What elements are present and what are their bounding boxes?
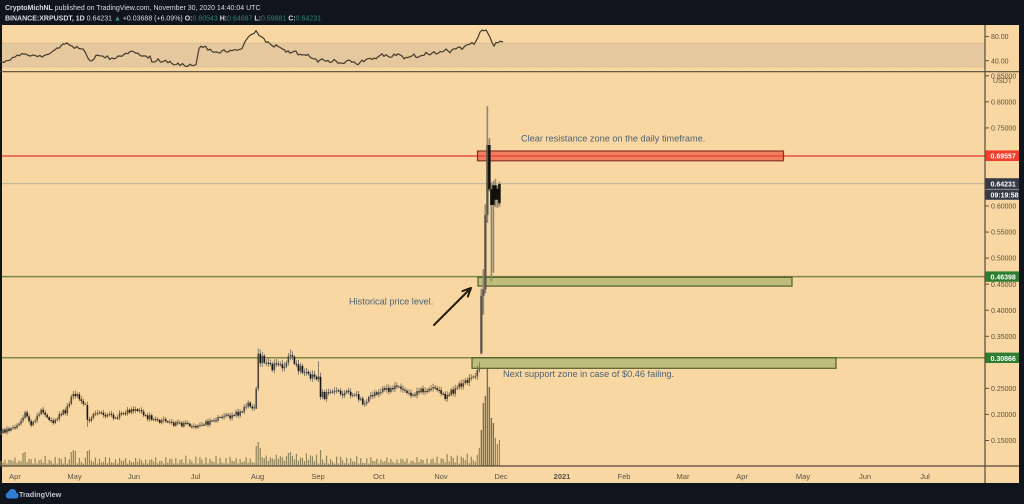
svg-text:0.69557: 0.69557 xyxy=(991,154,1016,161)
svg-text:Clear resistance zone on the d: Clear resistance zone on the daily timef… xyxy=(521,134,705,144)
svg-text:Next support zone in case of $: Next support zone in case of $0.46 faili… xyxy=(503,369,674,379)
svg-text:0.30866: 0.30866 xyxy=(991,356,1016,363)
svg-text:May: May xyxy=(67,472,81,481)
svg-text:40.00: 40.00 xyxy=(991,58,1009,65)
svg-text:0.75000: 0.75000 xyxy=(991,126,1016,133)
svg-text:Oct: Oct xyxy=(373,472,386,481)
svg-text:CryptoMichNL published on Trad: CryptoMichNL published on TradingView.co… xyxy=(5,5,261,12)
svg-text:09:19:58: 09:19:58 xyxy=(991,192,1019,199)
svg-text:Sep: Sep xyxy=(311,472,324,481)
svg-text:TradingView: TradingView xyxy=(19,490,62,499)
svg-text:0.85000: 0.85000 xyxy=(991,73,1016,80)
svg-text:Jun: Jun xyxy=(128,472,140,481)
svg-text:0.25000: 0.25000 xyxy=(991,386,1016,393)
svg-text:Jul: Jul xyxy=(920,472,930,481)
svg-text:May: May xyxy=(796,472,810,481)
svg-text:Jun: Jun xyxy=(859,472,871,481)
svg-text:USDT: USDT xyxy=(993,78,1013,85)
svg-text:0.40000: 0.40000 xyxy=(991,308,1016,315)
svg-text:0.15000: 0.15000 xyxy=(991,438,1016,445)
svg-text:Feb: Feb xyxy=(618,472,631,481)
svg-text:0.80000: 0.80000 xyxy=(991,99,1016,106)
svg-text:0.60000: 0.60000 xyxy=(991,204,1016,211)
svg-text:Jul: Jul xyxy=(191,472,201,481)
svg-text:0.35000: 0.35000 xyxy=(991,334,1016,341)
svg-text:0.45000: 0.45000 xyxy=(991,282,1016,289)
svg-text:BINANCE:XRPUSDT, 1D 0.64231 ▲: BINANCE:XRPUSDT, 1D 0.64231 ▲ +0.03688 (… xyxy=(5,15,321,22)
svg-text:80.00: 80.00 xyxy=(991,34,1009,41)
svg-text:0.20000: 0.20000 xyxy=(991,412,1016,419)
svg-text:2021: 2021 xyxy=(554,472,571,481)
svg-text:Apr: Apr xyxy=(736,472,748,481)
svg-text:Apr: Apr xyxy=(9,472,21,481)
svg-text:Aug: Aug xyxy=(251,472,264,481)
svg-text:0.46398: 0.46398 xyxy=(991,275,1016,282)
svg-text:Mar: Mar xyxy=(677,472,690,481)
svg-text:Historical price level.: Historical price level. xyxy=(349,297,433,307)
svg-text:0.55000: 0.55000 xyxy=(991,230,1016,237)
svg-text:Dec: Dec xyxy=(494,472,508,481)
svg-text:0.64231: 0.64231 xyxy=(991,182,1016,189)
svg-text:Nov: Nov xyxy=(434,472,448,481)
svg-text:0.50000: 0.50000 xyxy=(991,256,1016,263)
